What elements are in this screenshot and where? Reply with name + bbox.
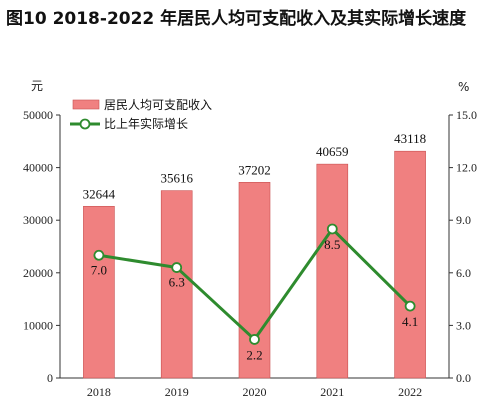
left-axis-tick-label: 30000 xyxy=(23,213,53,227)
income-bar-label: 32644 xyxy=(83,186,116,201)
right-axis-tick-label: 15.0 xyxy=(456,108,477,122)
right-axis-tick-label: 9.0 xyxy=(456,213,471,227)
x-axis-tick-label: 2018 xyxy=(87,385,111,399)
growth-point-label: 2.2 xyxy=(246,347,262,362)
left-axis-unit: 元 xyxy=(31,79,43,93)
growth-point-label: 7.0 xyxy=(91,262,107,277)
income-bar xyxy=(316,163,349,379)
growth-point xyxy=(171,262,183,273)
x-axis-tick-label: 2022 xyxy=(398,385,422,399)
growth-point-label: 6.3 xyxy=(169,275,185,290)
growth-point xyxy=(249,334,260,345)
legend-marker-growth xyxy=(79,118,91,130)
x-axis-tick-label: 2021 xyxy=(320,385,344,399)
income-bar xyxy=(83,205,115,379)
chart-title: 图10 2018-2022 年居民人均可支配收入及其实际增长速度 xyxy=(6,9,467,29)
income-bar xyxy=(238,182,271,379)
legend-label-income: 居民人均可支配收入 xyxy=(104,98,212,112)
right-axis-tick-label: 0.0 xyxy=(456,371,471,385)
right-axis-unit: % xyxy=(458,80,469,94)
left-axis-tick-label: 10000 xyxy=(23,318,53,332)
x-axis-tick-label: 2020 xyxy=(243,385,267,399)
income-bar-label: 40659 xyxy=(316,144,349,159)
left-axis-tick-label: 0 xyxy=(47,371,53,385)
growth-point xyxy=(326,223,338,235)
growth-point-label: 8.5 xyxy=(324,237,340,252)
income-bar-label: 37202 xyxy=(238,162,271,177)
right-axis-tick-label: 6.0 xyxy=(456,266,471,280)
growth-point-label: 4.1 xyxy=(402,314,418,329)
left-axis-tick-label: 40000 xyxy=(23,161,53,175)
left-axis-tick-label: 50000 xyxy=(23,108,53,122)
x-axis-tick-label: 2019 xyxy=(165,385,189,399)
growth-point xyxy=(404,300,416,312)
income-bar xyxy=(160,190,193,379)
legend-swatch-income xyxy=(72,99,100,110)
right-axis-tick-label: 3.0 xyxy=(456,318,471,332)
income-bar-label: 35616 xyxy=(160,171,193,186)
legend-label-growth: 比上年实际增长 xyxy=(104,116,188,131)
right-axis-tick-label: 12.0 xyxy=(456,161,477,175)
income-bar xyxy=(394,150,426,379)
income-bar-label: 43118 xyxy=(394,131,426,146)
left-axis-tick-label: 20000 xyxy=(23,266,53,280)
growth-point xyxy=(93,249,105,261)
